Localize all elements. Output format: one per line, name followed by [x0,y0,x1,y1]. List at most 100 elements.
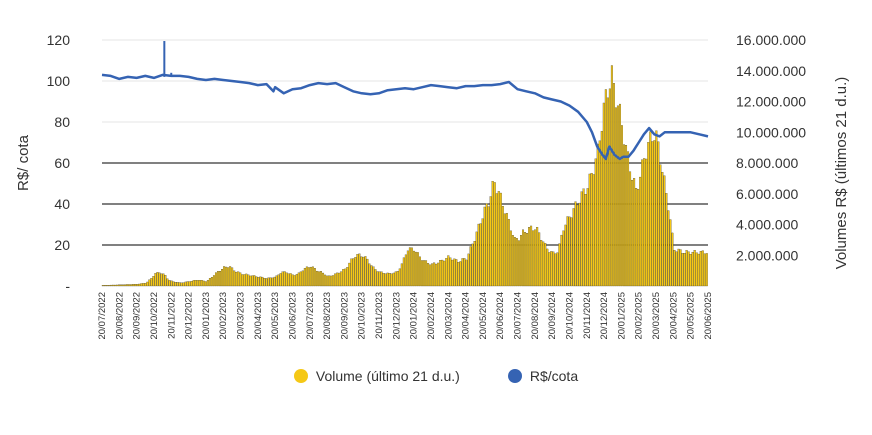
volume-bar [511,235,514,287]
legend-swatch-price [507,369,522,383]
volume-bar [380,271,383,287]
volume-bar [160,273,163,287]
volume-bar [293,275,296,287]
volume-bar [582,188,585,287]
volume-bar [103,285,106,287]
volume-bar [275,275,278,287]
volume-bar [592,174,595,287]
left-tick-label: 20 [54,237,70,253]
volume-bar [394,271,397,287]
volume-bar [423,260,426,287]
volume-bar [328,275,331,287]
volume-bar [576,204,579,287]
volume-bar [639,176,642,287]
volume-bar [212,275,215,287]
volume-bar [188,281,191,287]
volume-bar [497,191,500,287]
volume-bar [489,196,492,287]
volume-bar [241,274,244,287]
volume-bar [178,282,181,287]
volume-bar [532,230,535,287]
volume-bar [105,285,108,287]
volume-bar [235,271,238,287]
volume-bar [311,266,314,287]
volume-bar [120,284,123,287]
volume-bar [360,256,363,287]
volume-bar [352,258,355,287]
legend-item-volume: Volume (último 21 d.u.) [293,368,460,384]
volume-bar [627,151,630,287]
volume-bar [362,256,365,287]
volume-bar [427,263,430,287]
volume-bar [219,271,222,287]
volume-bar [372,266,375,287]
volume-bar [332,275,335,287]
x-tick-label: 20/10/2024 [564,292,575,340]
volume-bar [214,272,217,287]
volume-bar [338,272,341,287]
volume-bar [164,275,167,287]
volume-bar [301,270,304,287]
volume-bar [623,144,626,287]
left-tick-label: 100 [47,73,71,89]
volume-bar [283,271,286,287]
x-tick-label: 20/08/2022 [114,292,125,340]
volume-bar [113,284,116,287]
right-tick-label: 16.000.000 [736,32,806,48]
volume-bar [134,284,137,287]
volume-bar [124,284,127,287]
volume-bar [208,278,211,287]
volume-bar [267,277,270,287]
volume-bar [647,142,650,287]
volume-bar [564,224,567,287]
volume-bar [281,271,284,287]
volume-bar [170,280,173,287]
x-tick-label: 20/08/2024 [530,292,541,340]
x-tick-label: 20/01/2025 [616,292,627,340]
volume-bar [398,268,401,287]
volume-bar [245,273,248,287]
volume-bar [374,269,377,287]
volume-bar [517,240,520,287]
x-tick-label: 20/01/2023 [201,292,212,340]
volume-bar [162,273,165,287]
volume-bar [661,172,664,287]
volume-bar [239,272,242,287]
volume-bar [556,252,559,287]
volume-bar [594,158,597,287]
legend-label-volume: Volume (último 21 d.u.) [315,368,460,384]
x-tick-label: 20/07/2024 [513,292,524,340]
volume-bar [443,260,446,287]
volume-bar [600,131,603,287]
volume-bar [247,274,250,287]
volume-bar [150,278,153,287]
volume-bar [455,259,458,287]
volume-bar [463,258,466,287]
volume-bar [693,250,696,287]
volume-bar [491,181,494,287]
volume-bar [342,269,345,287]
volume-bar [515,238,518,287]
volume-bar [542,241,545,287]
volume-bar [320,271,323,287]
volume-bar [606,97,609,287]
volume-bar [136,284,139,287]
volume-bar [128,284,131,287]
volume-bar [705,253,708,287]
volume-bar [297,272,300,287]
volume-bar [503,213,506,287]
volume-bar [451,259,454,287]
volume-bar [447,255,450,287]
right-tick-label: 12.000.000 [736,94,806,110]
volume-bar [303,268,306,287]
volume-bar [277,274,280,287]
volume-bar [324,274,327,287]
volume-bar [107,285,110,287]
x-tick-label: 20/06/2024 [495,292,506,340]
volume-bar [584,194,587,287]
legend: Volume (último 21 d.u.) R$/cota [0,368,872,384]
volume-bar [659,164,662,287]
volume-bar [366,258,369,287]
volume-bar [701,250,704,287]
